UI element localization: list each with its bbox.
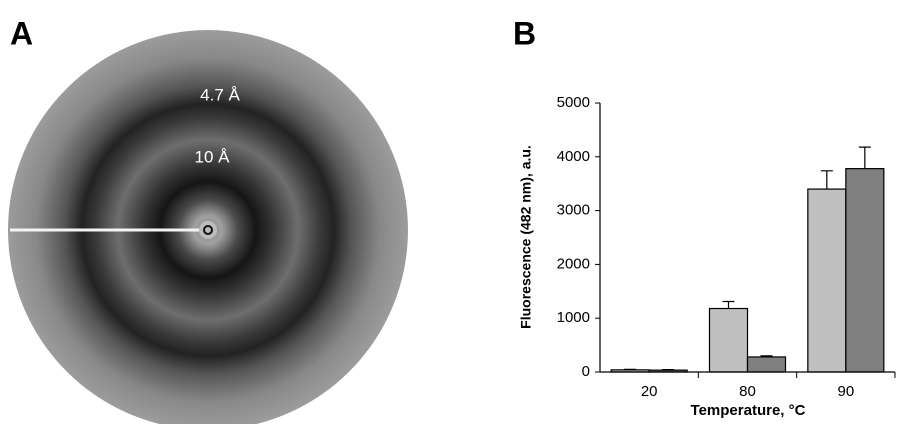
y-tick-label: 2000 (557, 255, 590, 272)
bar (807, 188, 847, 373)
y-tick-label: 1000 (557, 309, 590, 326)
x-tick-label: 20 (641, 383, 658, 400)
y-axis-label: Fluorescence (482 nm), a.u. (518, 145, 534, 329)
ring-label: 4.7 Å (200, 85, 240, 104)
bar (746, 356, 787, 373)
center-spot-ring (203, 225, 213, 235)
y-tick-label: 4000 (557, 148, 590, 165)
error-bar (662, 368, 675, 371)
x-axis-label: Temperature, °C (691, 402, 806, 419)
y-tick-label: 3000 (557, 202, 590, 219)
y-tick-label: 0 (582, 363, 590, 380)
x-tick-label: 90 (837, 383, 854, 400)
x-tick-label: 80 (739, 383, 756, 400)
panel-label: B (513, 15, 536, 51)
bar (708, 307, 749, 373)
bar (845, 168, 885, 373)
panel-b: B Temperature, °C Fluorescence (482 nm),… (513, 15, 896, 419)
y-tick-label: 5000 (557, 94, 590, 111)
error-bar (760, 355, 773, 357)
panel-label: A (10, 15, 33, 51)
panel-a: A 4.7 Å 10 Å (8, 15, 408, 424)
ring-label: 10 Å (195, 147, 231, 166)
center-spot (199, 221, 217, 239)
error-bar (722, 300, 735, 309)
error-bar (624, 368, 637, 370)
error-bar (820, 170, 833, 190)
error-bar (858, 146, 871, 169)
